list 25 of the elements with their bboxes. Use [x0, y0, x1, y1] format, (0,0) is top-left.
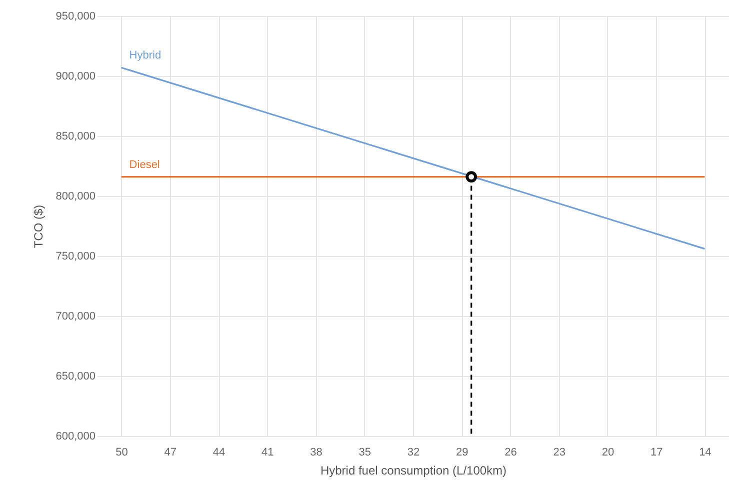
y-tick-label: 950,000	[56, 10, 96, 22]
y-tick-label: 800,000	[56, 190, 96, 202]
x-tick-label: 47	[164, 446, 177, 458]
y-axis-title: TCO ($)	[32, 204, 46, 248]
x-tick-label: 20	[602, 446, 614, 458]
x-axis-title: Hybrid fuel consumption (L/100km)	[320, 464, 507, 478]
x-tick-label: 29	[456, 446, 468, 458]
x-tick-label: 32	[407, 446, 420, 458]
x-tick-label: 14	[699, 446, 712, 458]
x-tick-label: 50	[116, 446, 128, 458]
series-label: Hybrid	[129, 50, 162, 62]
x-tick-label: 41	[262, 446, 274, 458]
y-tick-label: 900,000	[56, 70, 96, 82]
series-label: Diesel	[129, 158, 160, 171]
x-tick-label: 44	[212, 446, 226, 458]
y-tick-label: 600,000	[56, 430, 96, 442]
x-tick-label: 35	[358, 446, 372, 458]
y-tick-label: 850,000	[56, 130, 96, 142]
y-tick-label: 750,000	[56, 250, 96, 262]
y-tick-label: 700,000	[56, 310, 96, 322]
x-tick-label: 38	[310, 446, 322, 458]
y-tick-label: 650,000	[56, 370, 96, 382]
x-tick-label: 26	[504, 446, 517, 458]
x-tick-label: 23	[553, 446, 566, 458]
x-tick-label: 17	[650, 446, 663, 458]
